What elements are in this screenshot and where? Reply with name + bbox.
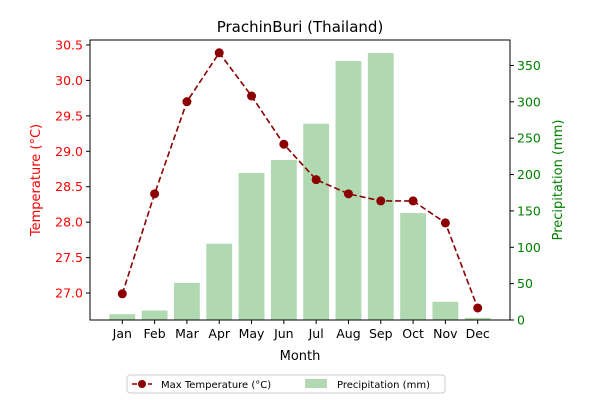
temperature-point [440,218,450,228]
precipitation-bars [109,53,491,321]
x-axis-label: Month [280,349,321,364]
left-tick-label: 29.0 [55,144,83,159]
temperature-point [311,175,321,185]
temperature-point [150,189,160,199]
right-tick-label: 50 [517,276,533,291]
right-tick-label: 350 [517,58,541,73]
left-tick-label: 27.5 [55,250,83,265]
temperature-point [408,196,418,206]
precipitation-bar [367,53,394,320]
legend: Max Temperature (°C) Precipitation (mm) [126,374,446,394]
right-y-axis: 0 50 100 150 200 250 300 350 [510,58,541,328]
temperature-point [343,189,353,199]
x-tick-label: Jul [308,326,324,341]
right-axis-label: Precipitation (mm) [551,120,566,241]
right-tick-label: 250 [517,131,541,146]
precipitation-bar [238,173,265,320]
left-axis-label: Temperature (°C) [29,124,44,237]
right-tick-label: 200 [517,167,541,182]
precipitation-bar [206,243,233,320]
temperature-point [117,289,127,299]
left-tick-label: 29.5 [55,108,83,123]
legend-bar-swatch [305,379,327,388]
temperature-line-path [121,51,479,309]
left-tick-label: 28.5 [55,179,83,194]
right-tick-label: 0 [517,313,525,328]
x-tick-label: Aug [336,326,360,341]
precipitation-bar [400,213,426,320]
right-tick-label: 300 [517,94,541,109]
precipitation-bar [432,301,459,320]
precipitation-bar [141,310,168,320]
legend-label-temperature: Max Temperature (°C) [161,380,271,391]
legend-line-marker [138,380,146,388]
x-tick-label: Sep [369,326,393,341]
x-tick-label: Nov [433,326,458,341]
legend-frame [126,374,446,394]
left-tick-label: 30.0 [55,73,83,88]
precipitation-bar [464,317,491,320]
x-tick-label: Jun [273,326,294,341]
precipitation-bar [303,123,330,321]
chart-title: PrachinBuri (Thailand) [217,18,384,36]
left-tick-label: 27.0 [55,286,83,301]
precipitation-bar [174,282,200,320]
temperature-point [247,91,257,101]
left-tick-label: 30.5 [55,37,83,52]
temperature-point [473,303,483,313]
plot-frame [89,39,511,321]
right-tick-label: 150 [517,203,541,218]
x-tick-label: Apr [208,326,230,341]
x-tick-label: Dec [466,326,490,341]
x-tick-label: May [239,326,265,341]
temperature-line [117,48,483,313]
legend-label-precipitation: Precipitation (mm) [337,380,430,391]
left-tick-label: 28.0 [55,215,83,230]
x-tick-label: Mar [175,326,199,341]
x-axis: Jan Feb Mar Apr May Jun Jul Aug Sep Oct Nov Dec [112,320,490,341]
temperature-point [376,196,386,206]
temperature-point [279,139,289,149]
x-tick-label: Feb [144,326,166,341]
temperature-point [182,97,192,107]
temperature-point [214,48,224,58]
precipitation-bar [270,160,297,320]
left-y-axis: 27.0 27.5 28.0 28.5 29.0 29.5 30.0 30.5 [55,37,90,301]
right-tick-label: 100 [517,240,541,255]
x-tick-label: Oct [402,326,424,341]
x-tick-label: Jan [112,326,132,341]
precipitation-bar [109,314,136,320]
